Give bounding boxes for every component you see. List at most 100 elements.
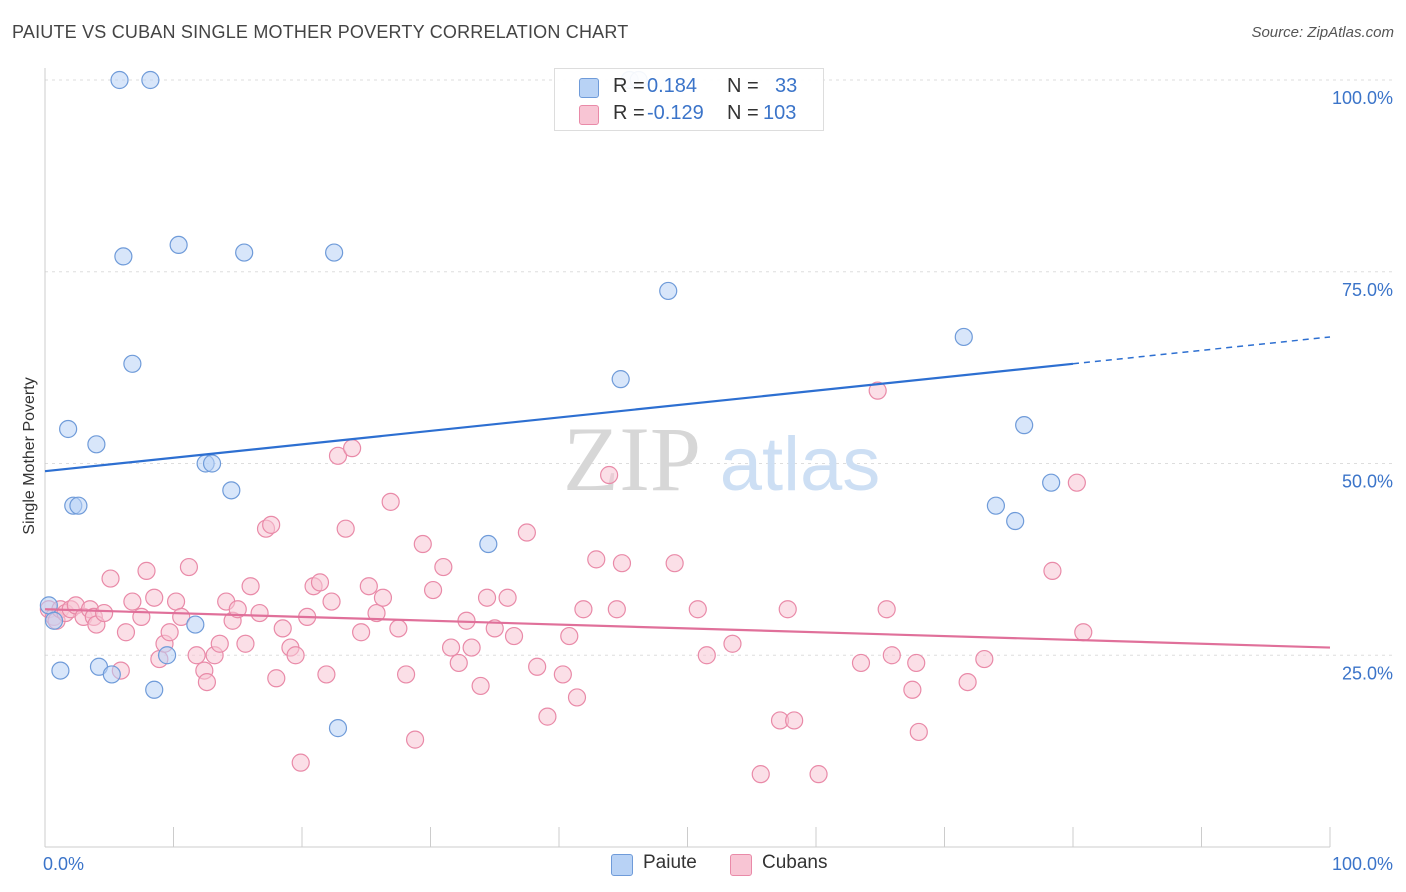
cubans-point [236,634,255,653]
watermark-atlas: atlas [720,422,881,507]
cubans-point [574,600,593,619]
paiute-n-label: N = [727,75,759,97]
axis-labels: 25.0% 50.0% 75.0% 100.0% 0.0% 100.0% Single Mo… [21,88,1393,874]
cubans-point [903,680,922,699]
paiute-point [114,247,133,266]
cubans-point [809,765,828,784]
paiute-trend-line [44,362,1074,473]
paiute-point [141,70,160,90]
x-tick-label-min: 0.0% [43,854,84,874]
cubans-point [423,580,443,600]
cubans-point [1074,623,1093,642]
cubans-point [250,603,269,623]
cubans-point [882,646,901,665]
cubans-point [396,665,416,684]
cubans-point [273,619,292,638]
cubans-point [160,623,179,642]
paiute-point [39,596,58,615]
cubans-point [471,676,490,696]
paiute-n-value: 33 [775,75,798,97]
cubans-point [851,653,871,673]
x-tick-label-max: 100.0% [1332,854,1393,874]
cubans-point [389,619,408,638]
cubans-r-value: -0.129 [647,102,704,124]
y-tick-label: 100.0% [1332,88,1393,108]
cubans-point [413,534,432,554]
cubans-point [751,765,770,784]
cubans-point [528,657,547,676]
cubans-point [434,557,453,577]
y-tick-label: 75.0% [1342,280,1393,300]
cubans-point [1067,473,1086,492]
paiute-point [157,646,177,665]
paiute-point [186,615,205,634]
cubans-point [352,623,371,642]
paiute-point [222,481,241,500]
cubans-point [328,446,348,465]
cubans-point [101,569,120,588]
paiute-trend-extension [1072,336,1331,365]
cubans-point [665,554,684,573]
paiute-point [51,661,70,680]
cubans-point [697,646,716,665]
cubans-point [373,588,393,607]
cubans-point [145,588,164,607]
legend-row-cubans: R = -0.129 N = 103 [555,102,823,128]
cubans-point [187,646,206,665]
cubans-point [1043,561,1062,580]
cubans-point [241,577,260,596]
correlation-legend: R = 0.184 N = 33 R = -0.129 N = 103 [554,68,824,131]
cubans-point [504,626,524,646]
cubans-point [560,626,579,646]
paiute-point [145,680,164,699]
paiute-point [169,235,188,255]
cubans-point [607,600,626,619]
legend-row-paiute: R = 0.184 N = 33 [555,75,823,101]
cubans-point [262,515,281,534]
cubans-point [688,600,707,619]
cubans-point [267,669,286,688]
cubans-legend-label: Cubans [762,852,828,873]
paiute-r-value: 0.184 [647,75,698,97]
cubans-point [123,592,142,611]
cubans-point [291,753,310,772]
paiute-point [1006,511,1025,531]
paiute-point [659,281,678,301]
cubans-point [310,573,330,592]
cubans-point [907,653,926,673]
chart-source: Source: ZipAtlas.com [1251,24,1394,41]
paiute-r-label: R = [613,75,645,97]
cubans-point [785,711,804,730]
paiute-point [110,70,129,90]
cubans-n-value: 103 [763,102,797,124]
paiute-point [69,496,88,515]
cubans-point [909,722,928,742]
cubans-point [336,519,355,538]
cubans-point [367,603,386,623]
cubans-point [381,492,400,511]
paiute-swatch [579,78,599,98]
cubans-r-label: R = [613,102,645,124]
cubans-swatch [579,105,599,125]
cubans-point [286,646,305,665]
paiute-point [123,354,142,373]
data-points [39,70,1093,784]
paiute-point [87,435,106,454]
paiute-point [986,496,1006,515]
axes [44,68,1331,848]
cubans-point [517,523,536,542]
paiute-point [1015,416,1034,435]
cubans-point [612,554,632,573]
paiute-point [44,611,64,630]
cubans-point [587,550,606,569]
watermark: ZIP atlas [563,408,880,510]
cubans-point [405,730,425,749]
cubans-point [567,688,587,707]
paiute-point [102,665,121,684]
paiute-point [954,327,973,347]
cubans-point [877,600,896,619]
paiute-point [59,419,78,439]
cubans-point [868,381,887,400]
watermark-zip: ZIP [563,408,701,510]
paiute-point [611,370,630,389]
